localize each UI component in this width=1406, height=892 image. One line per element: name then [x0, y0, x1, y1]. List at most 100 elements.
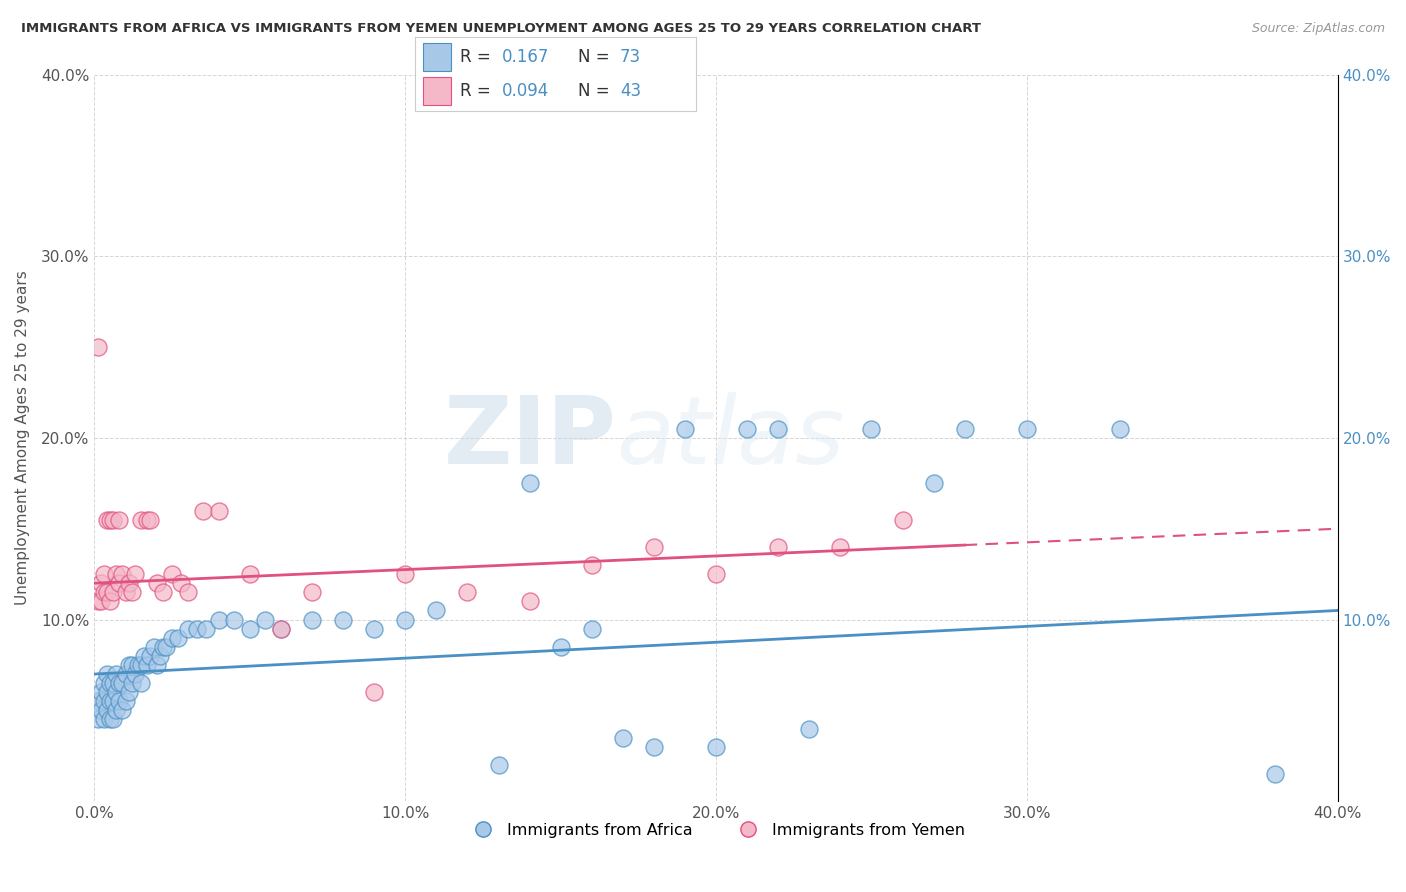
Point	[735, 422, 758, 436]
Point	[90, 703, 112, 717]
Point	[208, 503, 231, 517]
Point	[239, 622, 262, 636]
Point	[114, 694, 136, 708]
Point	[98, 676, 121, 690]
Point	[101, 676, 124, 690]
Point	[170, 576, 193, 591]
Point	[136, 657, 159, 672]
Point	[136, 513, 159, 527]
Point	[177, 585, 200, 599]
Point	[96, 513, 118, 527]
Text: Source: ZipAtlas.com: Source: ZipAtlas.com	[1251, 22, 1385, 36]
Point	[114, 667, 136, 681]
Point	[922, 476, 945, 491]
Point	[152, 585, 174, 599]
Text: R =: R =	[460, 82, 496, 100]
Point	[118, 685, 141, 699]
Point	[101, 585, 124, 599]
Point	[90, 594, 112, 608]
Point	[105, 685, 128, 699]
Point	[239, 567, 262, 582]
Point	[643, 540, 665, 554]
Point	[93, 676, 115, 690]
Point	[519, 476, 541, 491]
Point	[704, 739, 727, 754]
Point	[96, 667, 118, 681]
Legend: Immigrants from Africa, Immigrants from Yemen: Immigrants from Africa, Immigrants from …	[460, 816, 972, 844]
Point	[301, 613, 323, 627]
Point	[160, 631, 183, 645]
Point	[394, 567, 416, 582]
Point	[114, 585, 136, 599]
Point	[456, 585, 478, 599]
Text: 0.167: 0.167	[502, 48, 550, 66]
Point	[363, 622, 385, 636]
Point	[152, 640, 174, 654]
Point	[93, 585, 115, 599]
Point	[195, 622, 218, 636]
Point	[332, 613, 354, 627]
Point	[98, 713, 121, 727]
Point	[98, 513, 121, 527]
FancyBboxPatch shape	[423, 44, 451, 71]
Point	[704, 567, 727, 582]
Point	[118, 576, 141, 591]
Point	[177, 622, 200, 636]
Text: 0.094: 0.094	[502, 82, 550, 100]
Point	[93, 694, 115, 708]
Point	[124, 667, 146, 681]
Point	[766, 422, 789, 436]
Point	[101, 713, 124, 727]
Point	[98, 694, 121, 708]
Point	[93, 567, 115, 582]
Point	[612, 731, 634, 745]
Point	[124, 567, 146, 582]
Text: 73: 73	[620, 48, 641, 66]
Point	[98, 594, 121, 608]
Point	[550, 640, 572, 654]
Point	[224, 613, 246, 627]
Point	[86, 594, 108, 608]
Point	[90, 685, 112, 699]
Point	[96, 585, 118, 599]
Point	[108, 676, 131, 690]
Text: atlas: atlas	[617, 392, 845, 483]
Point	[643, 739, 665, 754]
Point	[129, 513, 152, 527]
Point	[108, 513, 131, 527]
Point	[155, 640, 177, 654]
Point	[129, 657, 152, 672]
Point	[139, 513, 162, 527]
Point	[121, 585, 143, 599]
Text: IMMIGRANTS FROM AFRICA VS IMMIGRANTS FROM YEMEN UNEMPLOYMENT AMONG AGES 25 TO 29: IMMIGRANTS FROM AFRICA VS IMMIGRANTS FRO…	[21, 22, 981, 36]
Point	[193, 503, 215, 517]
Point	[105, 703, 128, 717]
Point	[142, 640, 165, 654]
Point	[581, 622, 603, 636]
Point	[121, 657, 143, 672]
Point	[111, 567, 134, 582]
Point	[86, 713, 108, 727]
Point	[111, 676, 134, 690]
Point	[799, 722, 821, 736]
Point	[301, 585, 323, 599]
Point	[186, 622, 208, 636]
Point	[363, 685, 385, 699]
Point	[394, 613, 416, 627]
Point	[1109, 422, 1132, 436]
Point	[118, 657, 141, 672]
Point	[90, 576, 112, 591]
Point	[101, 694, 124, 708]
Point	[254, 613, 277, 627]
FancyBboxPatch shape	[423, 77, 451, 104]
Point	[673, 422, 696, 436]
Point	[86, 340, 108, 354]
Point	[1015, 422, 1038, 436]
Text: R =: R =	[460, 48, 496, 66]
Point	[425, 603, 447, 617]
Point	[270, 622, 292, 636]
Point	[105, 567, 128, 582]
Point	[93, 713, 115, 727]
Point	[891, 513, 914, 527]
Point	[208, 613, 231, 627]
